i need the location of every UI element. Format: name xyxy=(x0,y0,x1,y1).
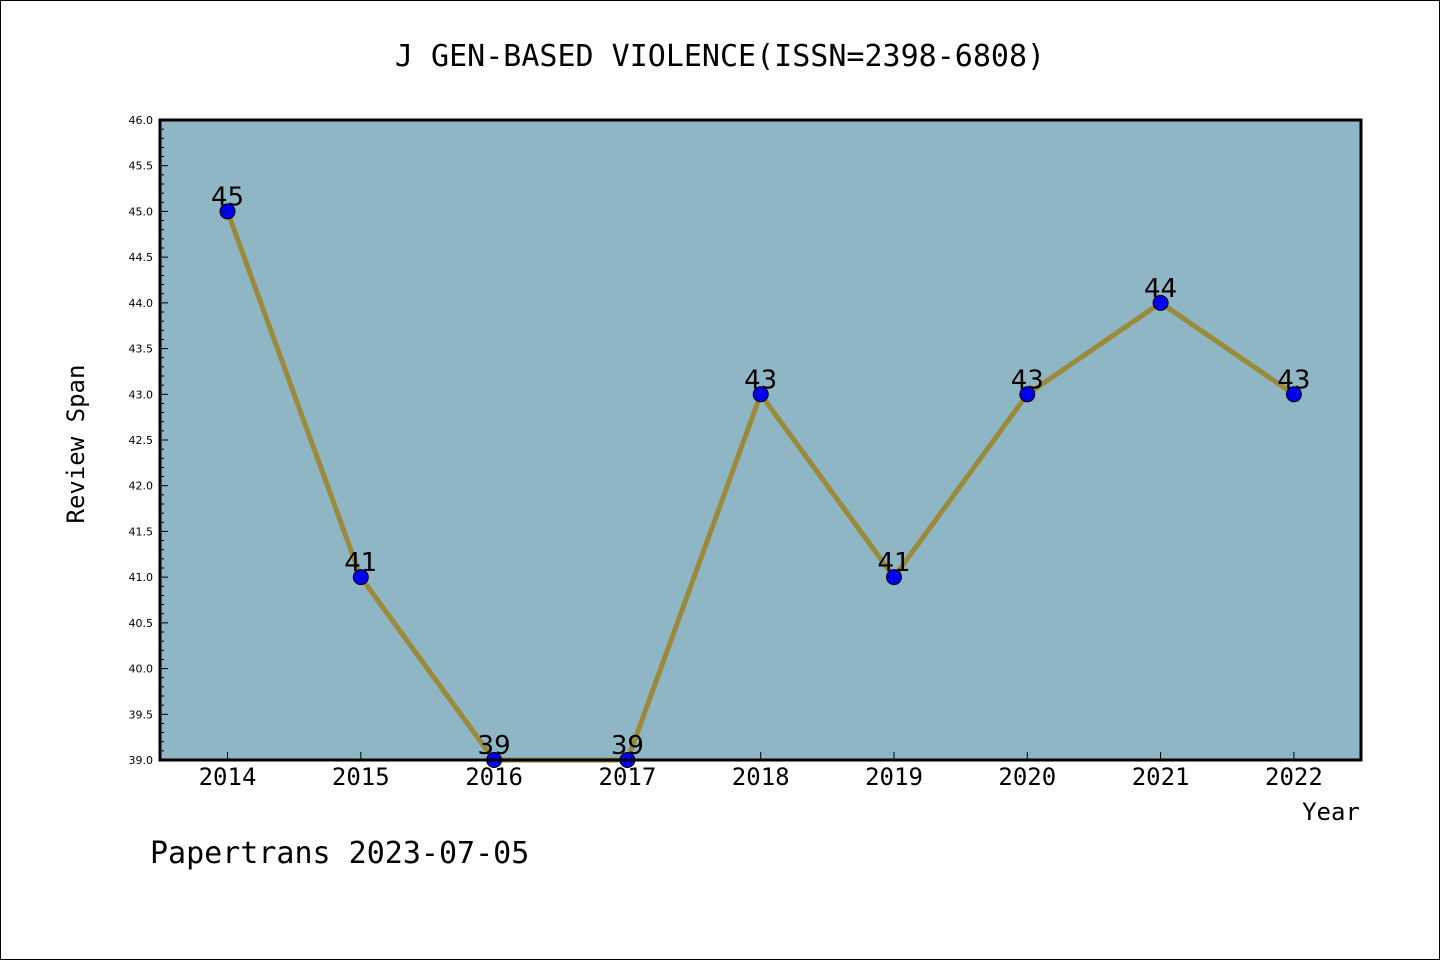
data-point xyxy=(1019,386,1036,403)
x-tick-label: 2018 xyxy=(732,763,790,791)
data-label: 43 xyxy=(1277,365,1310,395)
y-tick-label: 45.5 xyxy=(129,160,154,173)
data-label: 39 xyxy=(478,731,511,761)
data-label: 43 xyxy=(744,365,777,395)
plot-area xyxy=(160,120,1361,760)
y-tick-label: 40.5 xyxy=(129,617,154,630)
y-tick-label: 44.0 xyxy=(129,297,154,310)
x-tick-label: 2020 xyxy=(998,763,1056,791)
y-tick-label: 39.0 xyxy=(129,754,154,767)
plot-frame xyxy=(158,118,1363,762)
data-point xyxy=(886,569,902,586)
y-tick-label: 43.0 xyxy=(129,388,154,401)
data-point xyxy=(219,203,236,220)
y-tick-label: 42.5 xyxy=(129,434,154,447)
data-label: 41 xyxy=(877,548,910,578)
x-tick-label: 2019 xyxy=(865,763,923,791)
y-tick-label: 40.0 xyxy=(129,663,154,676)
y-tick-label: 44.5 xyxy=(129,251,154,264)
y-tick-label: 41.5 xyxy=(129,525,154,538)
data-point xyxy=(1152,294,1169,311)
chart-title: J GEN-BASED VIOLENCE(ISSN=2398-6808) xyxy=(395,39,1045,74)
data-label: 43 xyxy=(1011,365,1044,395)
data-point xyxy=(752,386,769,403)
data-label: 41 xyxy=(344,548,377,578)
data-label: 39 xyxy=(611,731,644,761)
footer-credit: Papertrans 2023-07-05 xyxy=(150,836,529,871)
y-tick-label: 41.0 xyxy=(129,571,154,584)
x-tick-label: 2015 xyxy=(332,763,390,791)
data-label: 45 xyxy=(211,182,244,212)
x-tick-label: 2021 xyxy=(1132,763,1190,791)
x-axis: 2014 2015 2016 2017 2018 2019 2020 2021 2022 xyxy=(199,752,1323,791)
data-point xyxy=(1285,386,1302,403)
data-point xyxy=(352,569,369,586)
y-tick-label: 39.5 xyxy=(129,708,154,721)
x-tick-label: 2014 xyxy=(199,763,257,791)
data-label: 44 xyxy=(1144,274,1177,304)
y-tick-label: 46.0 xyxy=(129,114,154,127)
y-axis: 39.0 39.5 40.0 40.5 41.0 41.5 42.0 42.5 43.0 43.5… xyxy=(129,114,168,767)
y-tick-label: 43.5 xyxy=(129,343,154,356)
x-tick-label: 2022 xyxy=(1265,763,1323,791)
y-axis-label: Review Span xyxy=(62,365,90,524)
x-axis-label: Year xyxy=(1302,798,1360,826)
y-tick-label: 45.0 xyxy=(129,205,154,218)
y-tick-label: 42.0 xyxy=(129,480,154,493)
